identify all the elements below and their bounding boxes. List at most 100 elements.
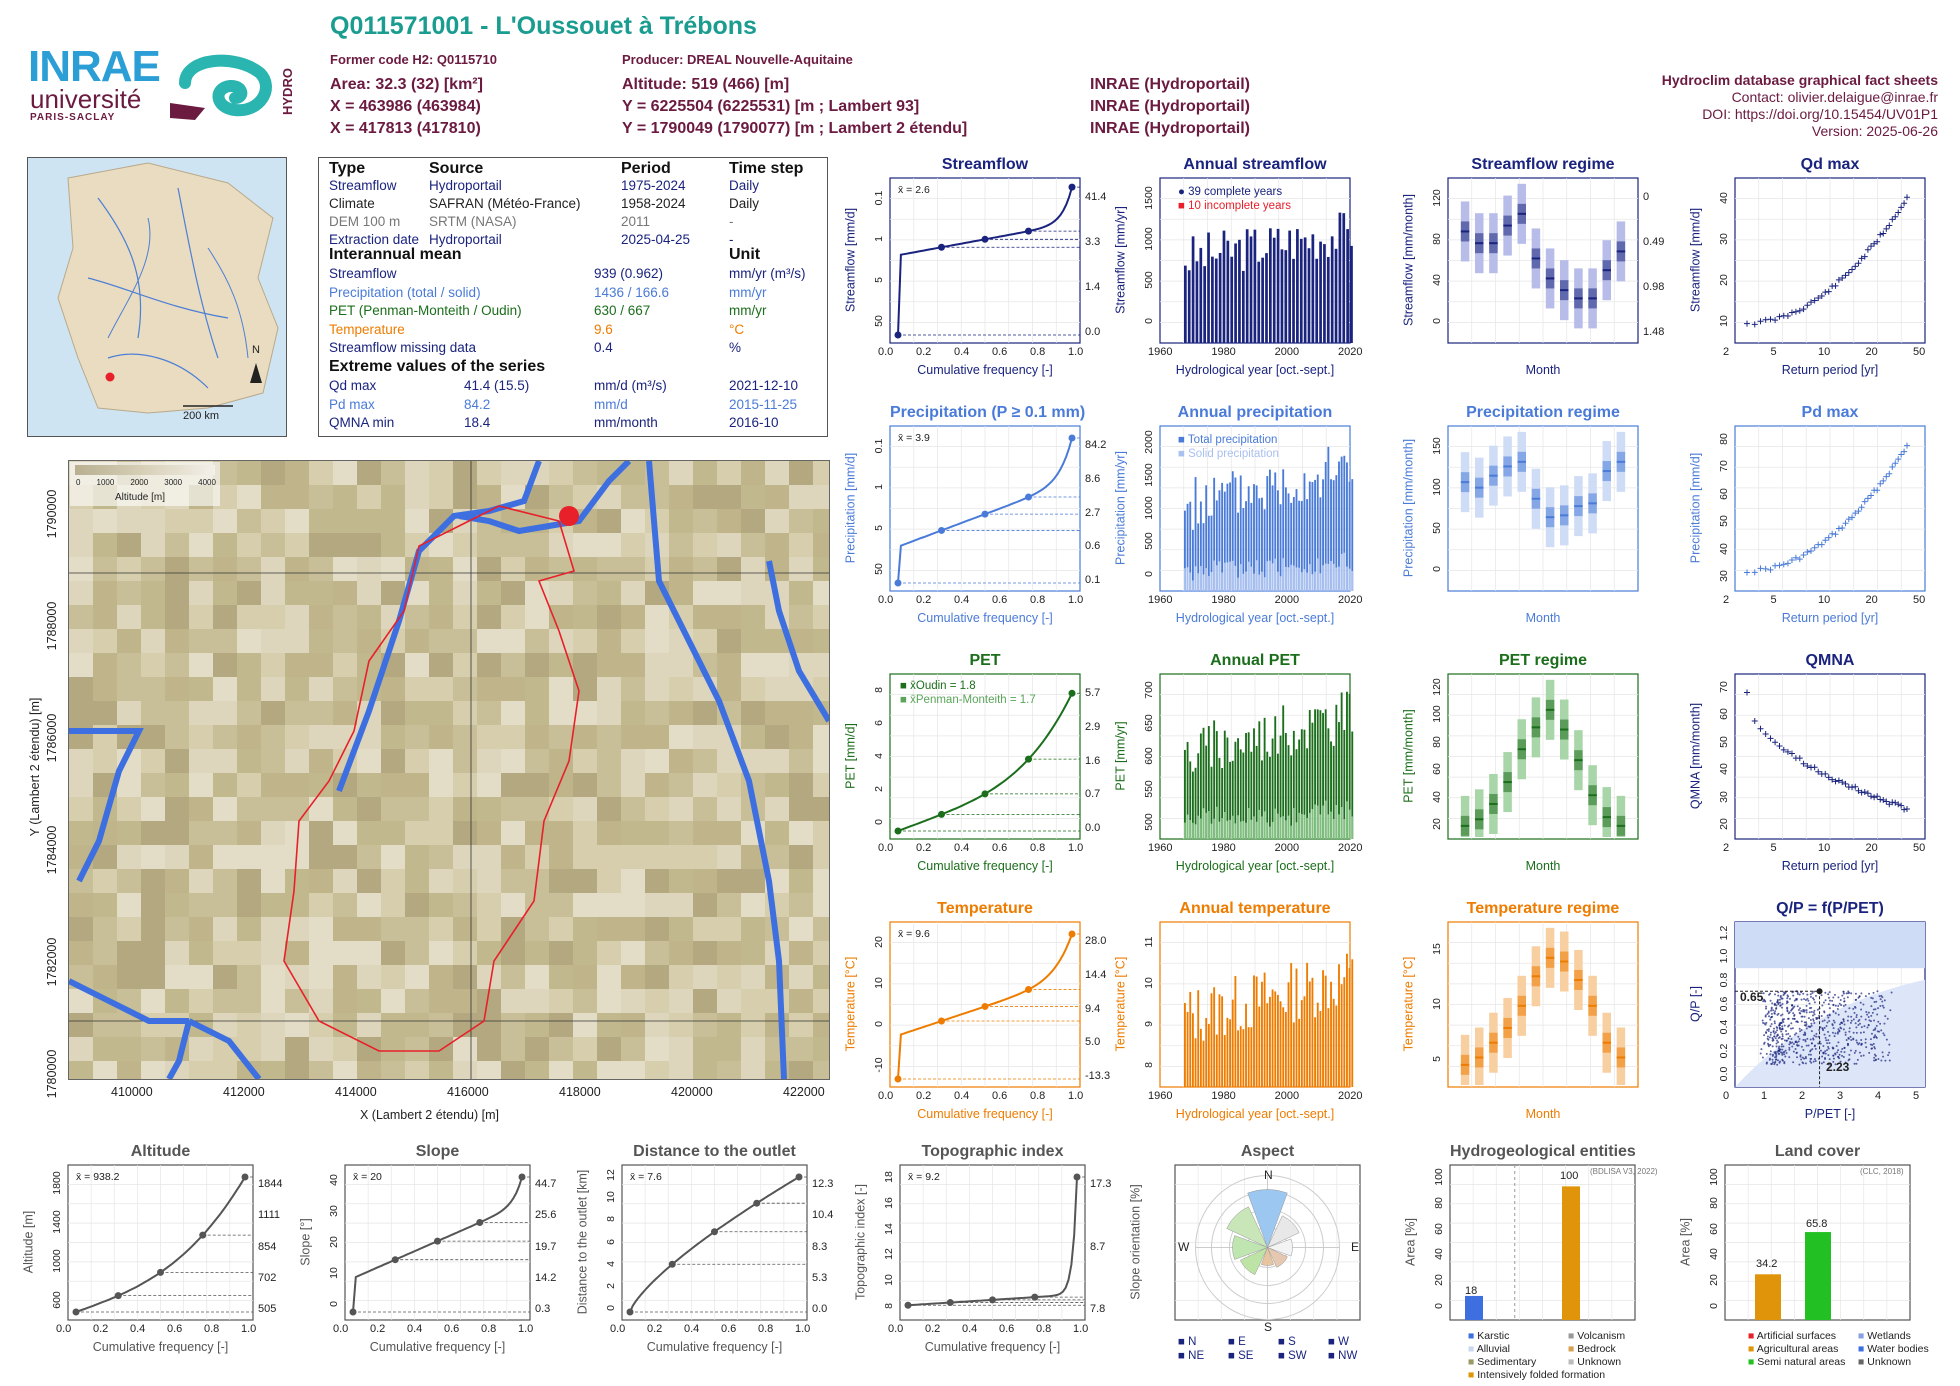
chart-ytick: 20: [1431, 818, 1443, 831]
chart-right-tick: 2.9: [1085, 720, 1101, 733]
chart-title: Streamflow regime: [1471, 156, 1615, 173]
chart-xtick: 2000: [1274, 842, 1300, 854]
mean-value: 9.6: [594, 321, 613, 337]
info-timestep: Daily: [729, 196, 760, 211]
chart-ytick: 5: [873, 277, 885, 284]
map-ytick: 1790000: [45, 489, 59, 539]
chart-ylabel: Slope [°]: [298, 1217, 312, 1266]
chart-xtick: 0.0: [610, 1323, 626, 1335]
aspect-legend-item: ■ W: [1328, 1336, 1349, 1348]
chart-ytick: 40: [1431, 790, 1443, 803]
aspect-north: N: [1264, 1168, 1273, 1182]
chart-xtick: 0.6: [999, 1323, 1015, 1335]
chart-ytick: 20: [1718, 274, 1730, 286]
chart-right-tick: 8.7: [1090, 1240, 1106, 1253]
chart-ytick: 9: [1143, 1021, 1155, 1028]
chart-xtick: 1960: [1148, 346, 1173, 358]
chart-xtick: 0.6: [992, 594, 1008, 606]
legend-pet-oudin: ■ x̄Oudin = 1.8: [900, 680, 976, 692]
chart-ytick: 15: [1431, 942, 1443, 955]
chart-ytick: 30: [328, 1204, 340, 1217]
chart-xtick: 50: [1913, 594, 1926, 606]
chart-title: Altitude: [130, 1143, 191, 1160]
legend-pet-penman: ■ x̄Penman-Monteith = 1.7: [900, 694, 1036, 706]
hydrogeo-legend-swatch: ■ Sedimentary: [1468, 1356, 1537, 1368]
extreme-unit: mm/d: [594, 396, 628, 412]
chart-xtick: 1.0: [1068, 594, 1084, 606]
chart-ytick: 50: [873, 315, 885, 328]
map-ytick: 1784000: [45, 825, 59, 875]
chart-ytick: 20: [328, 1235, 340, 1248]
chart-xtick: 0.2: [370, 1323, 386, 1335]
credits-contact: Contact: olivier.delaigue@inrae.fr: [1731, 89, 1938, 105]
chart-xtick: 1.0: [1068, 1090, 1084, 1102]
chart-right-tick: 2.7: [1085, 506, 1101, 519]
hydro-logo-icon: [170, 54, 272, 120]
chart-ytick: 80: [1431, 735, 1443, 748]
map-ytick: 1786000: [45, 713, 59, 763]
chart-annual_pet: [1159, 673, 1354, 840]
altitude-legend-ticks: 0 1000 2000 3000 4000: [76, 478, 216, 487]
chart-xtick: 0.8: [1030, 1090, 1046, 1102]
mean-name: Streamflow: [329, 266, 397, 281]
universite-logo: université: [30, 84, 142, 114]
chart-ylabel: PET [mm/yr]: [1113, 720, 1127, 791]
chart-ytick: 20: [1708, 1274, 1720, 1287]
chart-xtick: 0.4: [407, 1323, 423, 1335]
chart-ytick: 0: [1433, 1303, 1445, 1309]
chart-xtick: 0.8: [1030, 594, 1046, 606]
chart-xlabel: Cumulative frequency [-]: [646, 1340, 783, 1354]
chart-ytick: 0: [873, 1021, 885, 1028]
chart-ytick: 40: [1718, 191, 1730, 204]
chart-ytick: 1000: [1143, 227, 1155, 251]
mean-unit: mm/yr: [729, 284, 767, 300]
info-type: DEM 100 m: [329, 214, 401, 229]
chart-annual_temp: [1159, 921, 1354, 1088]
mean-unit: %: [729, 340, 742, 355]
chart-xtick: 0.6: [992, 346, 1008, 358]
chart-xtick: 1.0: [1073, 1323, 1089, 1335]
chart-title: Temperature regime: [1466, 900, 1620, 917]
chart-right-tick: 8.3: [812, 1240, 828, 1253]
qp-annotation-y: 0.65: [1740, 990, 1764, 1004]
chart-xtick: 0.8: [204, 1323, 220, 1335]
chart-right-tick: 0: [1643, 191, 1650, 203]
chart-xlabel: Cumulative frequency [-]: [92, 1340, 229, 1354]
chart-ylabel: Streamflow [mm/month]: [1401, 193, 1415, 326]
chart-ytick: 10: [873, 977, 885, 989]
area-value: Area: 32.3 (32) [km²]: [330, 76, 483, 93]
chart-xtick: 1980: [1211, 346, 1236, 358]
chart-ytick: 0.1: [873, 190, 885, 205]
chart-xtick: 2020: [1338, 1090, 1363, 1102]
chart-xlabel: Cumulative frequency [-]: [917, 363, 1053, 377]
chart-ytick: 2: [873, 785, 885, 792]
hydrogeo-folded-value: 100: [1560, 1170, 1579, 1182]
chart-ytick: 0: [1431, 566, 1443, 573]
chart-landcover: [1724, 1164, 1911, 1321]
chart-right-tick: 1.4: [1085, 281, 1101, 293]
legend-tick: 4000: [198, 478, 216, 487]
chart-ytick: 100: [1431, 478, 1443, 496]
chart-xtick: 2020: [1338, 594, 1363, 606]
chart-right-tick: 14.4: [1085, 968, 1107, 981]
chart-ytick: 500: [1143, 271, 1155, 289]
aspect-legend-item: ■ NW: [1328, 1350, 1358, 1362]
chart-ytick: 20: [1718, 818, 1730, 831]
chart-right-tick: 14.2: [535, 1271, 557, 1284]
extreme-name: Pd max: [329, 396, 375, 412]
info-type: Climate: [329, 196, 375, 211]
map-xtick: 412000: [223, 1085, 265, 1099]
chart-ytick: 150: [1431, 436, 1443, 455]
chart-xtick: 0.8: [1030, 346, 1046, 358]
chart-title: Precipitation (P ≥ 0.1 mm): [890, 404, 1086, 421]
north-label: N: [252, 344, 260, 356]
chart-ytick: 8: [1143, 1062, 1155, 1069]
chart-right-tick: 0.0: [1085, 326, 1101, 338]
chart-xlabel: Return period [yr]: [1781, 859, 1879, 873]
chart-ytick: 1400: [51, 1210, 63, 1234]
chart-ytick: 0: [328, 1300, 340, 1307]
chart-xtick: 10: [1818, 594, 1831, 606]
map-xtick: 414000: [335, 1085, 377, 1099]
map-ylabel: Y (Lambert 2 étendu) [m]: [28, 697, 42, 837]
chart-title: PET: [969, 652, 1001, 669]
